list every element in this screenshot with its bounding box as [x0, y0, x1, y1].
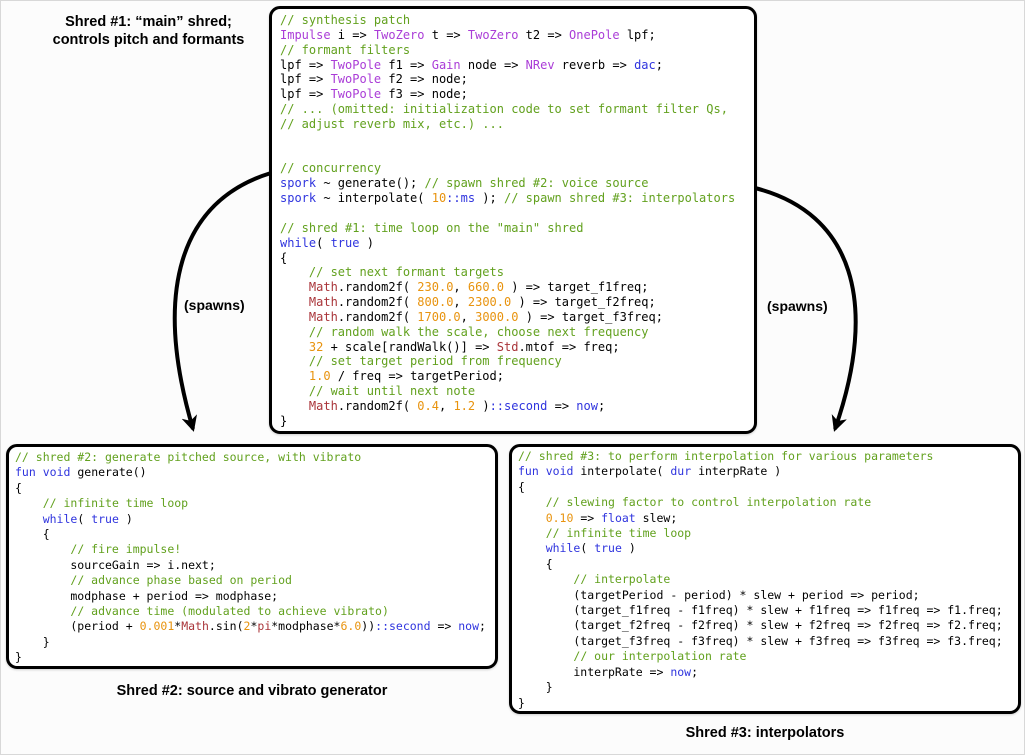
- shred1-label-line1: Shred #1: “main” shred;: [65, 14, 232, 30]
- shred2-code-box: // shred #2: generate pitched source, wi…: [6, 444, 498, 669]
- shred3-code-box: // shred #3: to perform interpolation fo…: [509, 444, 1021, 714]
- shred1-label-line2: controls pitch and formants: [52, 32, 245, 48]
- spawns-label-left: (spawns): [184, 297, 245, 313]
- shred3-caption: Shred #3: interpolators: [685, 725, 845, 741]
- shred1-label: Shred #1: “main” shred; controls pitch a…: [26, 13, 271, 49]
- shred2-caption: Shred #2: source and vibrato generator: [116, 683, 388, 699]
- spawns-label-right: (spawns): [767, 298, 828, 314]
- shred1-code-box: // synthesis patch Impulse i => TwoZero t…: [269, 6, 757, 434]
